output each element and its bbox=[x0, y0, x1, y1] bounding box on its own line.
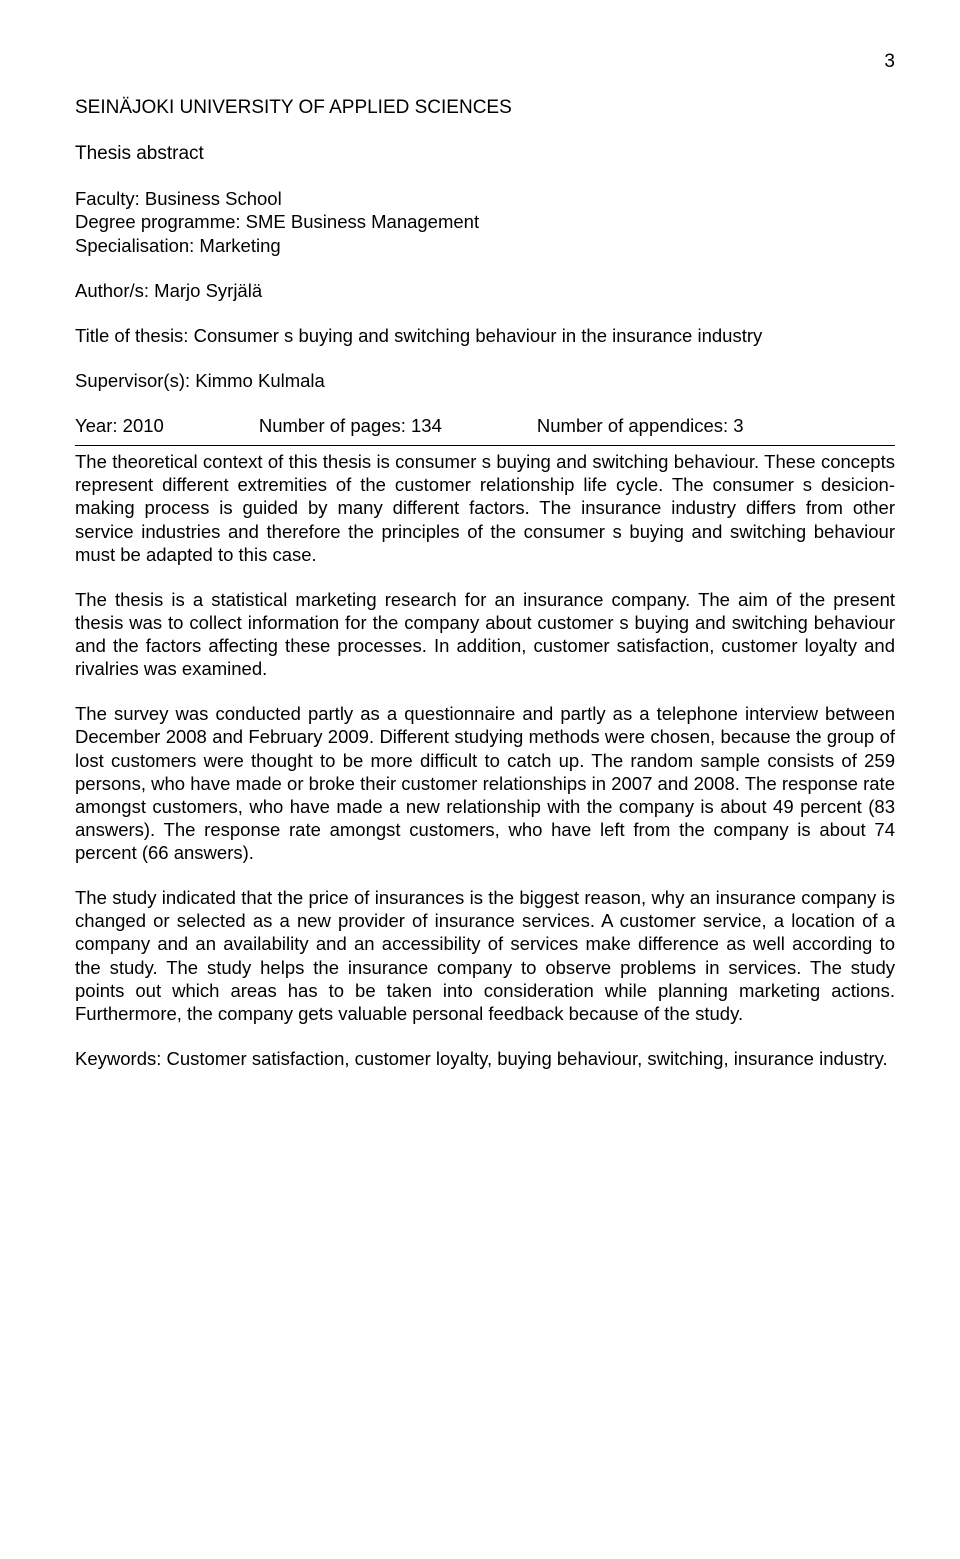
author-line: Author/s: Marjo Syrjälä bbox=[75, 279, 895, 302]
degree-programme-line: Degree programme: SME Business Managemen… bbox=[75, 210, 895, 233]
page-number: 3 bbox=[75, 50, 895, 74]
thesis-title-line: Title of thesis: Consumer s buying and s… bbox=[75, 324, 895, 347]
meta-title-block: Title of thesis: Consumer s buying and s… bbox=[75, 324, 895, 347]
divider-line bbox=[75, 445, 895, 446]
appendices-label: Number of appendices: 3 bbox=[537, 414, 744, 437]
abstract-paragraph-4: The study indicated that the price of in… bbox=[75, 886, 895, 1025]
year-label: Year: 2010 bbox=[75, 414, 164, 437]
meta-author-block: Author/s: Marjo Syrjälä bbox=[75, 279, 895, 302]
thesis-abstract-subtitle: Thesis abstract bbox=[75, 142, 895, 166]
keywords-line: Keywords: Customer satisfaction, custome… bbox=[75, 1047, 895, 1070]
meta-faculty-block: Faculty: Business School Degree programm… bbox=[75, 187, 895, 256]
specialisation-line: Specialisation: Marketing bbox=[75, 234, 895, 257]
abstract-paragraph-1: The theoretical context of this thesis i… bbox=[75, 450, 895, 566]
faculty-line: Faculty: Business School bbox=[75, 187, 895, 210]
abstract-paragraph-3: The survey was conducted partly as a que… bbox=[75, 702, 895, 864]
supervisor-line: Supervisor(s): Kimmo Kulmala bbox=[75, 369, 895, 392]
university-name: SEINÄJOKI UNIVERSITY OF APPLIED SCIENCES bbox=[75, 96, 895, 120]
abstract-paragraph-2: The thesis is a statistical marketing re… bbox=[75, 588, 895, 681]
meta-supervisor-block: Supervisor(s): Kimmo Kulmala bbox=[75, 369, 895, 392]
pages-label: Number of pages: 134 bbox=[259, 414, 442, 437]
year-pages-row: Year: 2010 Number of pages: 134 Number o… bbox=[75, 414, 895, 437]
